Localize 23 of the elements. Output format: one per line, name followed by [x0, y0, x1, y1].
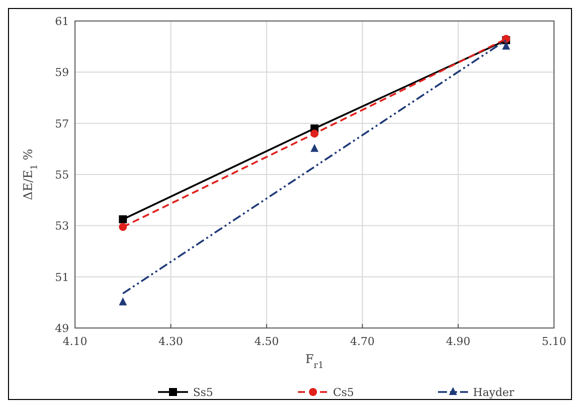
legend-label: Cs5: [333, 386, 354, 399]
y-tick-label: 51: [55, 270, 69, 284]
y-tick-label: 61: [55, 15, 69, 28]
x-tick-label: 4.30: [158, 335, 184, 348]
y-tick-label: 49: [55, 322, 69, 335]
y-tick-label: 55: [55, 168, 69, 182]
point: [502, 42, 510, 50]
x-tick-label: 4.50: [254, 335, 279, 348]
x-tick-label: 5.10: [542, 335, 566, 348]
point: [310, 130, 318, 138]
point: [118, 222, 127, 231]
x-tick-label: 4.70: [350, 335, 375, 348]
x-tick-label: 4.90: [446, 335, 470, 348]
legend-label: Hayder: [473, 386, 515, 399]
legend-label: Ss5: [193, 386, 214, 399]
y-tick-label: 59: [55, 66, 69, 80]
point: [310, 144, 318, 152]
x-axis-title: F$_{r1}$: [305, 352, 324, 371]
point: [118, 215, 127, 224]
y-tick-label: 53: [55, 220, 69, 233]
point: [118, 297, 127, 306]
y-tick-label: 57: [55, 117, 69, 130]
x-tick-label: 4.10: [62, 335, 88, 348]
